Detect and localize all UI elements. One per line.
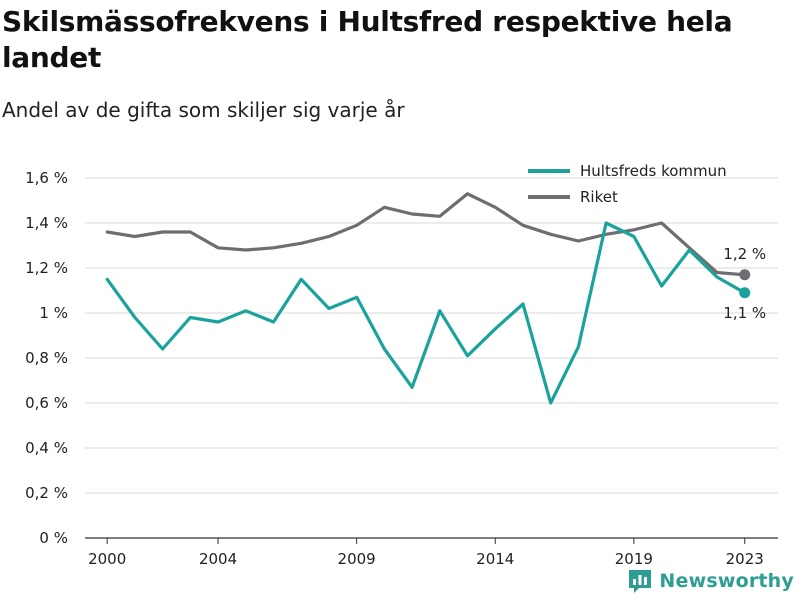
chart-title: Skilsmässofrekvens i Hultsfred respektiv… bbox=[2, 5, 733, 74]
legend: Hultsfreds kommun Riket bbox=[528, 162, 727, 206]
series-end-label: 1,1 % bbox=[723, 304, 766, 322]
x-tick-label: 2004 bbox=[199, 550, 237, 568]
series-end-point bbox=[739, 287, 751, 299]
series-end-label: 1,2 % bbox=[723, 245, 766, 263]
x-tick-label: 2014 bbox=[476, 550, 514, 568]
x-tick-label: 2023 bbox=[726, 550, 764, 568]
y-tick-label: 0,2 % bbox=[25, 484, 68, 502]
x-tick-label: 2019 bbox=[615, 550, 653, 568]
x-tick-label: 2000 bbox=[88, 550, 126, 568]
gridlines bbox=[85, 177, 778, 539]
brand-name: Newsworthy bbox=[659, 570, 794, 592]
y-tick-label: 1 % bbox=[39, 304, 68, 322]
y-tick-label: 1,2 % bbox=[25, 259, 68, 277]
y-axis: 0 % 0,2 % 0,4 % 0,6 % 0,8 % 1 % 1,2 % 1,4 % 1,6 … bbox=[25, 169, 68, 547]
y-tick-label: 0 % bbox=[39, 529, 68, 547]
bar-chart-logo-icon bbox=[629, 570, 652, 593]
series-line-riket bbox=[105, 192, 747, 277]
legend-label: Riket bbox=[580, 188, 618, 206]
series-lines: 1,2 % 1,1 % bbox=[105, 192, 766, 405]
y-tick-label: 0,6 % bbox=[25, 394, 68, 412]
x-tick-label: 2009 bbox=[338, 550, 376, 568]
y-tick-label: 0,8 % bbox=[25, 349, 68, 367]
newsworthy-logo: Newsworthy bbox=[627, 568, 794, 594]
series-end-point bbox=[739, 269, 751, 281]
legend-label: Hultsfreds kommun bbox=[580, 162, 727, 180]
x-axis: 2000 2004 2009 2014 2019 2023 bbox=[88, 538, 764, 568]
y-tick-label: 0,4 % bbox=[25, 439, 68, 457]
series-line-hultsfreds-kommun bbox=[105, 221, 747, 405]
chart-subtitle: Andel av de gifta som skiljer sig varje … bbox=[2, 98, 405, 122]
y-tick-label: 1,4 % bbox=[25, 214, 68, 232]
y-tick-label: 1,6 % bbox=[25, 169, 68, 187]
